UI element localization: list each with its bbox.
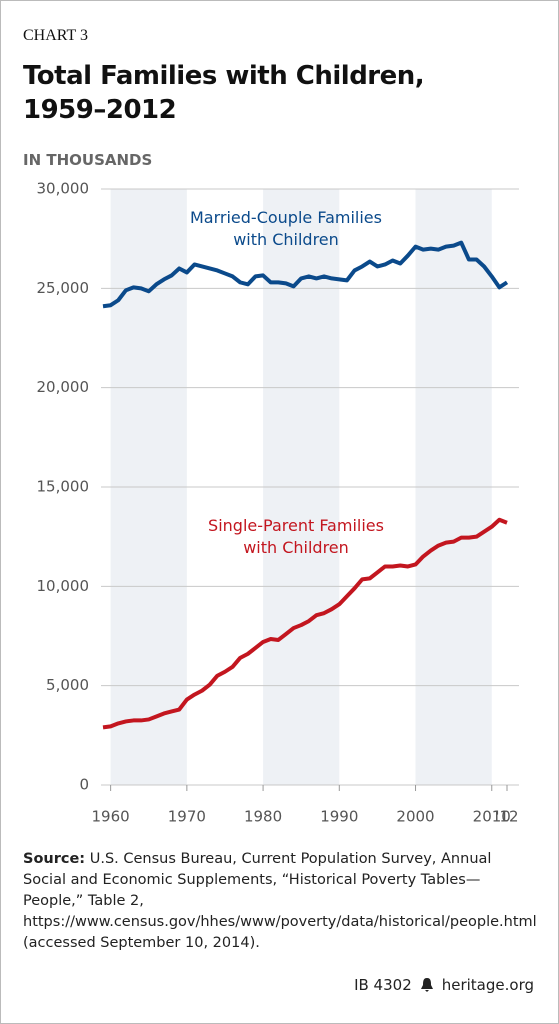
footer: IB 4302 heritage.org [354,976,534,994]
y-tick-label: 25,000 [37,279,90,297]
y-tick-label: 10,000 [37,577,90,595]
report-id: IB 4302 [354,976,412,994]
x-tick-label: '12 [495,808,518,826]
series-line [102,517,508,730]
source-note: Source: U.S. Census Bureau, Current Popu… [23,849,538,954]
series-label: Married-Couple Families with Children [190,208,382,249]
x-tick-label: 1970 [168,808,206,826]
x-tick-label: 2000 [396,808,434,826]
x-tick-label: 1980 [244,808,282,826]
series-line [102,240,509,309]
publisher: heritage.org [441,976,534,994]
source-text: U.S. Census Bureau, Current Population S… [23,851,537,951]
x-tick-label: 1960 [92,808,130,826]
y-tick-label: 5,000 [46,676,89,694]
y-tick-label: 30,000 [37,180,90,198]
x-tick-label: 2010 [473,808,511,826]
y-tick-label: 0 [79,776,89,794]
y-tick-label: 20,000 [37,378,90,396]
y-axis-label: IN THOUSANDS [23,151,153,169]
source-label: Source: [23,851,86,867]
series-label: Single-Parent Families with Children [208,516,384,557]
bell-icon [420,978,433,992]
chart-label: CHART 3 [23,27,88,44]
x-tick-label: 1990 [320,808,358,826]
y-tick-label: 15,000 [37,478,90,496]
chart-title: Total Families with Children, 1959–2012 [23,61,425,125]
